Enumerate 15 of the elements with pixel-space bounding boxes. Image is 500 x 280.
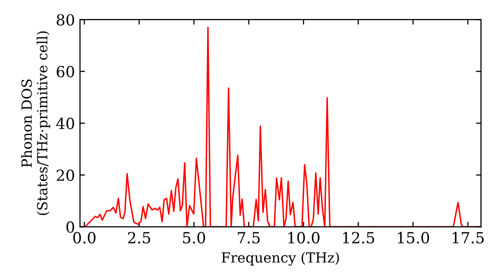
x-tick-label: 5.0: [183, 232, 206, 244]
y-tick-label: 80: [56, 14, 74, 26]
x-tick-label: 2.5: [128, 232, 150, 244]
y-tick-label: 20: [56, 169, 74, 182]
x-tick-label: 10.0: [288, 232, 320, 244]
x-tick-label: 17.5: [452, 232, 484, 244]
x-tick-label: 15.0: [398, 232, 430, 244]
y-tick-label: 40: [56, 118, 74, 130]
y-tick-label: 60: [56, 66, 74, 78]
x-tick-label: 7.5: [238, 232, 260, 244]
y-axis-title: Phonon DOS (States/THz·primitive cell): [21, 31, 50, 216]
x-tick-label: 12.5: [343, 232, 374, 244]
y-tick-label: 0: [66, 221, 74, 233]
x-axis-title: Frequency (THz): [222, 252, 339, 266]
x-tick-label: 0.0: [73, 232, 96, 244]
